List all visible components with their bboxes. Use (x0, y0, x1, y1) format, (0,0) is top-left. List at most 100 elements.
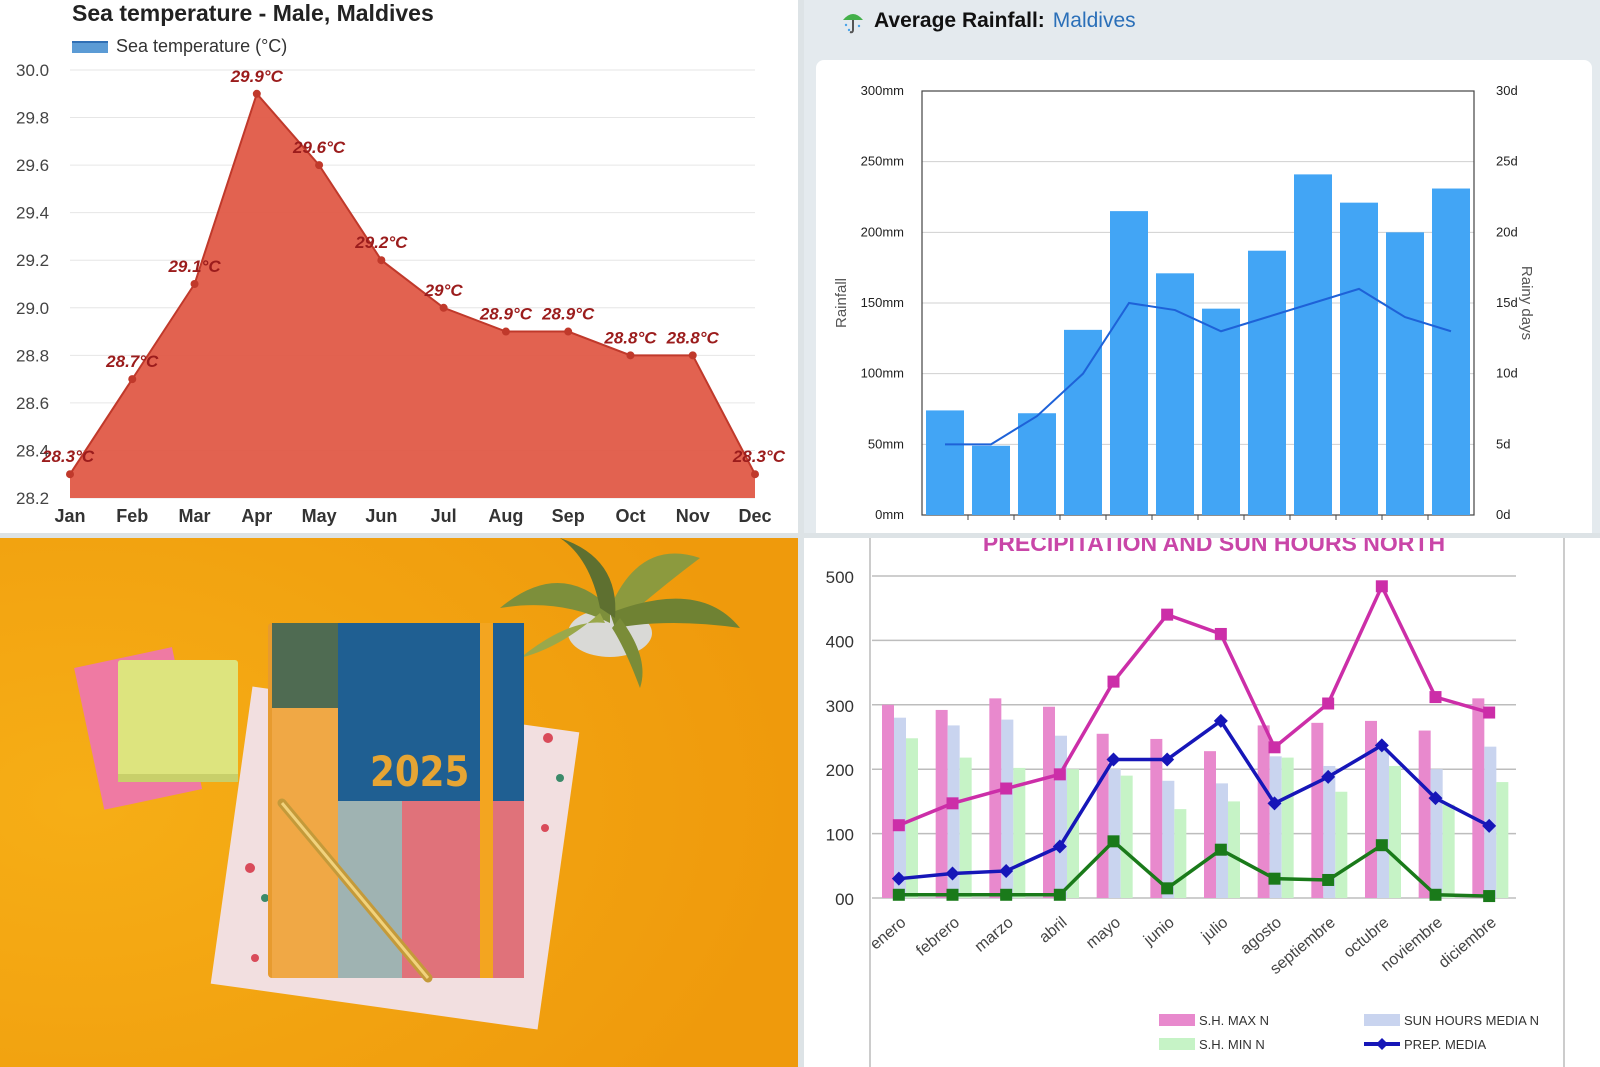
sea-chart-legend[interactable]: Sea temperature (°C) (72, 36, 287, 57)
precipitation-panel: PRECIPITATION AND SUN HOURS NORTH 00 100 20… (804, 538, 1600, 1067)
series-marker (1000, 888, 1013, 901)
y2-tick-label: 15d (1496, 295, 1518, 310)
x-tick-label: marzo (972, 914, 1017, 956)
x-tick-label: Sep (552, 506, 585, 526)
sun-hours-bar (1335, 791, 1348, 898)
series-marker (1053, 888, 1066, 901)
series-marker (1214, 627, 1227, 640)
series-line (898, 582, 1490, 827)
x-tick-label: julio (1198, 914, 1232, 946)
y-tick-label: 400 (826, 632, 854, 651)
data-label: 28.9°C (479, 305, 533, 324)
x-tick-label: Aug (488, 506, 523, 526)
series-marker (1375, 580, 1388, 593)
series-marker (1106, 752, 1121, 767)
precipitation-chart: PRECIPITATION AND SUN HOURS NORTH 00 100 20… (826, 538, 1565, 1067)
sun-hours-bar (1442, 804, 1455, 898)
rainfall-card: 0mm 0d 50mm 5d 100mm 10d 150mm 15d 200mm 20d 250mm… (816, 60, 1592, 533)
series-marker (1160, 752, 1175, 767)
precip-chart-title: PRECIPITATION AND SUN HOURS NORTH (983, 538, 1445, 556)
x-tick-label: May (302, 506, 337, 526)
series-marker (1322, 697, 1335, 710)
sun-hours-bar (1043, 706, 1055, 898)
y-tick-label: 250mm (861, 154, 904, 169)
notebook-photo-illustration: 2025 (0, 538, 798, 1067)
planner-notebook: 2025 (268, 623, 524, 978)
sea-temperature-panel: Sea temperature - Male, Maldives Sea tem… (0, 0, 798, 533)
series-marker (1321, 769, 1336, 784)
sun-hours-bar (1162, 780, 1175, 898)
x-tick-label: Dec (738, 506, 771, 526)
x-tick-label: mayo (1083, 914, 1124, 952)
x-tick-label: Jul (431, 506, 457, 526)
x-tick-label: abril (1036, 914, 1070, 946)
x-tick-label: enero (867, 914, 909, 953)
rainfall-header: Average Rainfall: Maldives (840, 8, 1136, 34)
rainfall-bar (1386, 232, 1424, 516)
sun-hours-bar (1430, 769, 1443, 898)
sun-hours-bar (1150, 738, 1163, 898)
data-label: 28.3°C (732, 447, 786, 466)
sun-hours-bar (882, 704, 894, 898)
umbrella-icon (843, 14, 863, 34)
series-marker (1483, 706, 1496, 719)
sun-hours-bar (1096, 733, 1109, 898)
y-tick-label: 29.4 (16, 204, 49, 223)
data-label: 28.9°C (541, 305, 595, 324)
y2-tick-label: 25d (1496, 154, 1518, 169)
x-tick-label: junio (1140, 914, 1178, 949)
sun-hours-bar (1228, 801, 1240, 898)
sun-hours-bar (1108, 769, 1121, 898)
x-tick-label: febrero (913, 914, 963, 960)
rainfall-bar (1248, 250, 1286, 515)
rainfall-bar (926, 410, 964, 515)
series-marker (1052, 839, 1067, 854)
y-tick-label: 500 (826, 568, 854, 587)
location-link[interactable]: Maldives (1052, 9, 1136, 32)
temperature-point (190, 280, 199, 288)
temperature-point (564, 327, 573, 336)
rainfall-title: Average Rainfall: (874, 9, 1045, 32)
sun-hours-bar (1496, 782, 1509, 898)
y-tick-label: 0mm (875, 507, 904, 522)
y2-tick-label: 20d (1496, 224, 1518, 239)
temperature-point (626, 351, 635, 360)
sun-hours-bar (959, 757, 972, 898)
x-tick-label: Nov (676, 506, 710, 526)
temperature-point (751, 470, 759, 479)
x-tick-label: Apr (241, 506, 272, 526)
sun-hours-bar (1311, 722, 1324, 898)
data-label: 28.8°C (666, 328, 720, 347)
y-tick-label: 28.2 (16, 489, 49, 508)
sun-hours-bar (1001, 719, 1014, 898)
y-axis-label: Rainfall (833, 278, 850, 328)
sun-hours-bar (894, 717, 906, 898)
y-tick-label: 29.8 (16, 109, 49, 128)
series-marker (1161, 882, 1174, 895)
gold-pen (277, 798, 433, 983)
y2-tick-label: 30d (1496, 83, 1518, 98)
y2-axis-label: Rainy days (1518, 266, 1535, 340)
y-tick-label: 50mm (868, 436, 904, 451)
sun-hours-bar (1067, 769, 1079, 898)
series-marker (1161, 608, 1174, 621)
temperature-line (69, 91, 756, 475)
series-marker (946, 888, 959, 901)
series-marker (1429, 888, 1442, 901)
temperature-point (315, 161, 324, 170)
sun-hours-bar (1472, 698, 1485, 898)
sticky-notes (74, 647, 238, 810)
legend-label: SUN HOURS MEDIA N (1404, 1013, 1539, 1028)
sun-hours-bar (1216, 783, 1228, 898)
y-tick-label: 28.4 (16, 441, 49, 460)
x-tick-label: diciembre (1436, 914, 1500, 972)
series-line (898, 718, 1490, 881)
y-tick-label: 30.0 (16, 61, 49, 80)
y-tick-label: 100 (826, 826, 854, 845)
series-marker (1267, 796, 1282, 811)
x-tick-label: Jan (54, 506, 85, 526)
sun-hours-bar (1055, 735, 1067, 898)
series-marker (1214, 843, 1227, 856)
sea-chart-title: Sea temperature - Male, Maldives (72, 0, 434, 26)
x-tick-label: Feb (116, 506, 148, 526)
